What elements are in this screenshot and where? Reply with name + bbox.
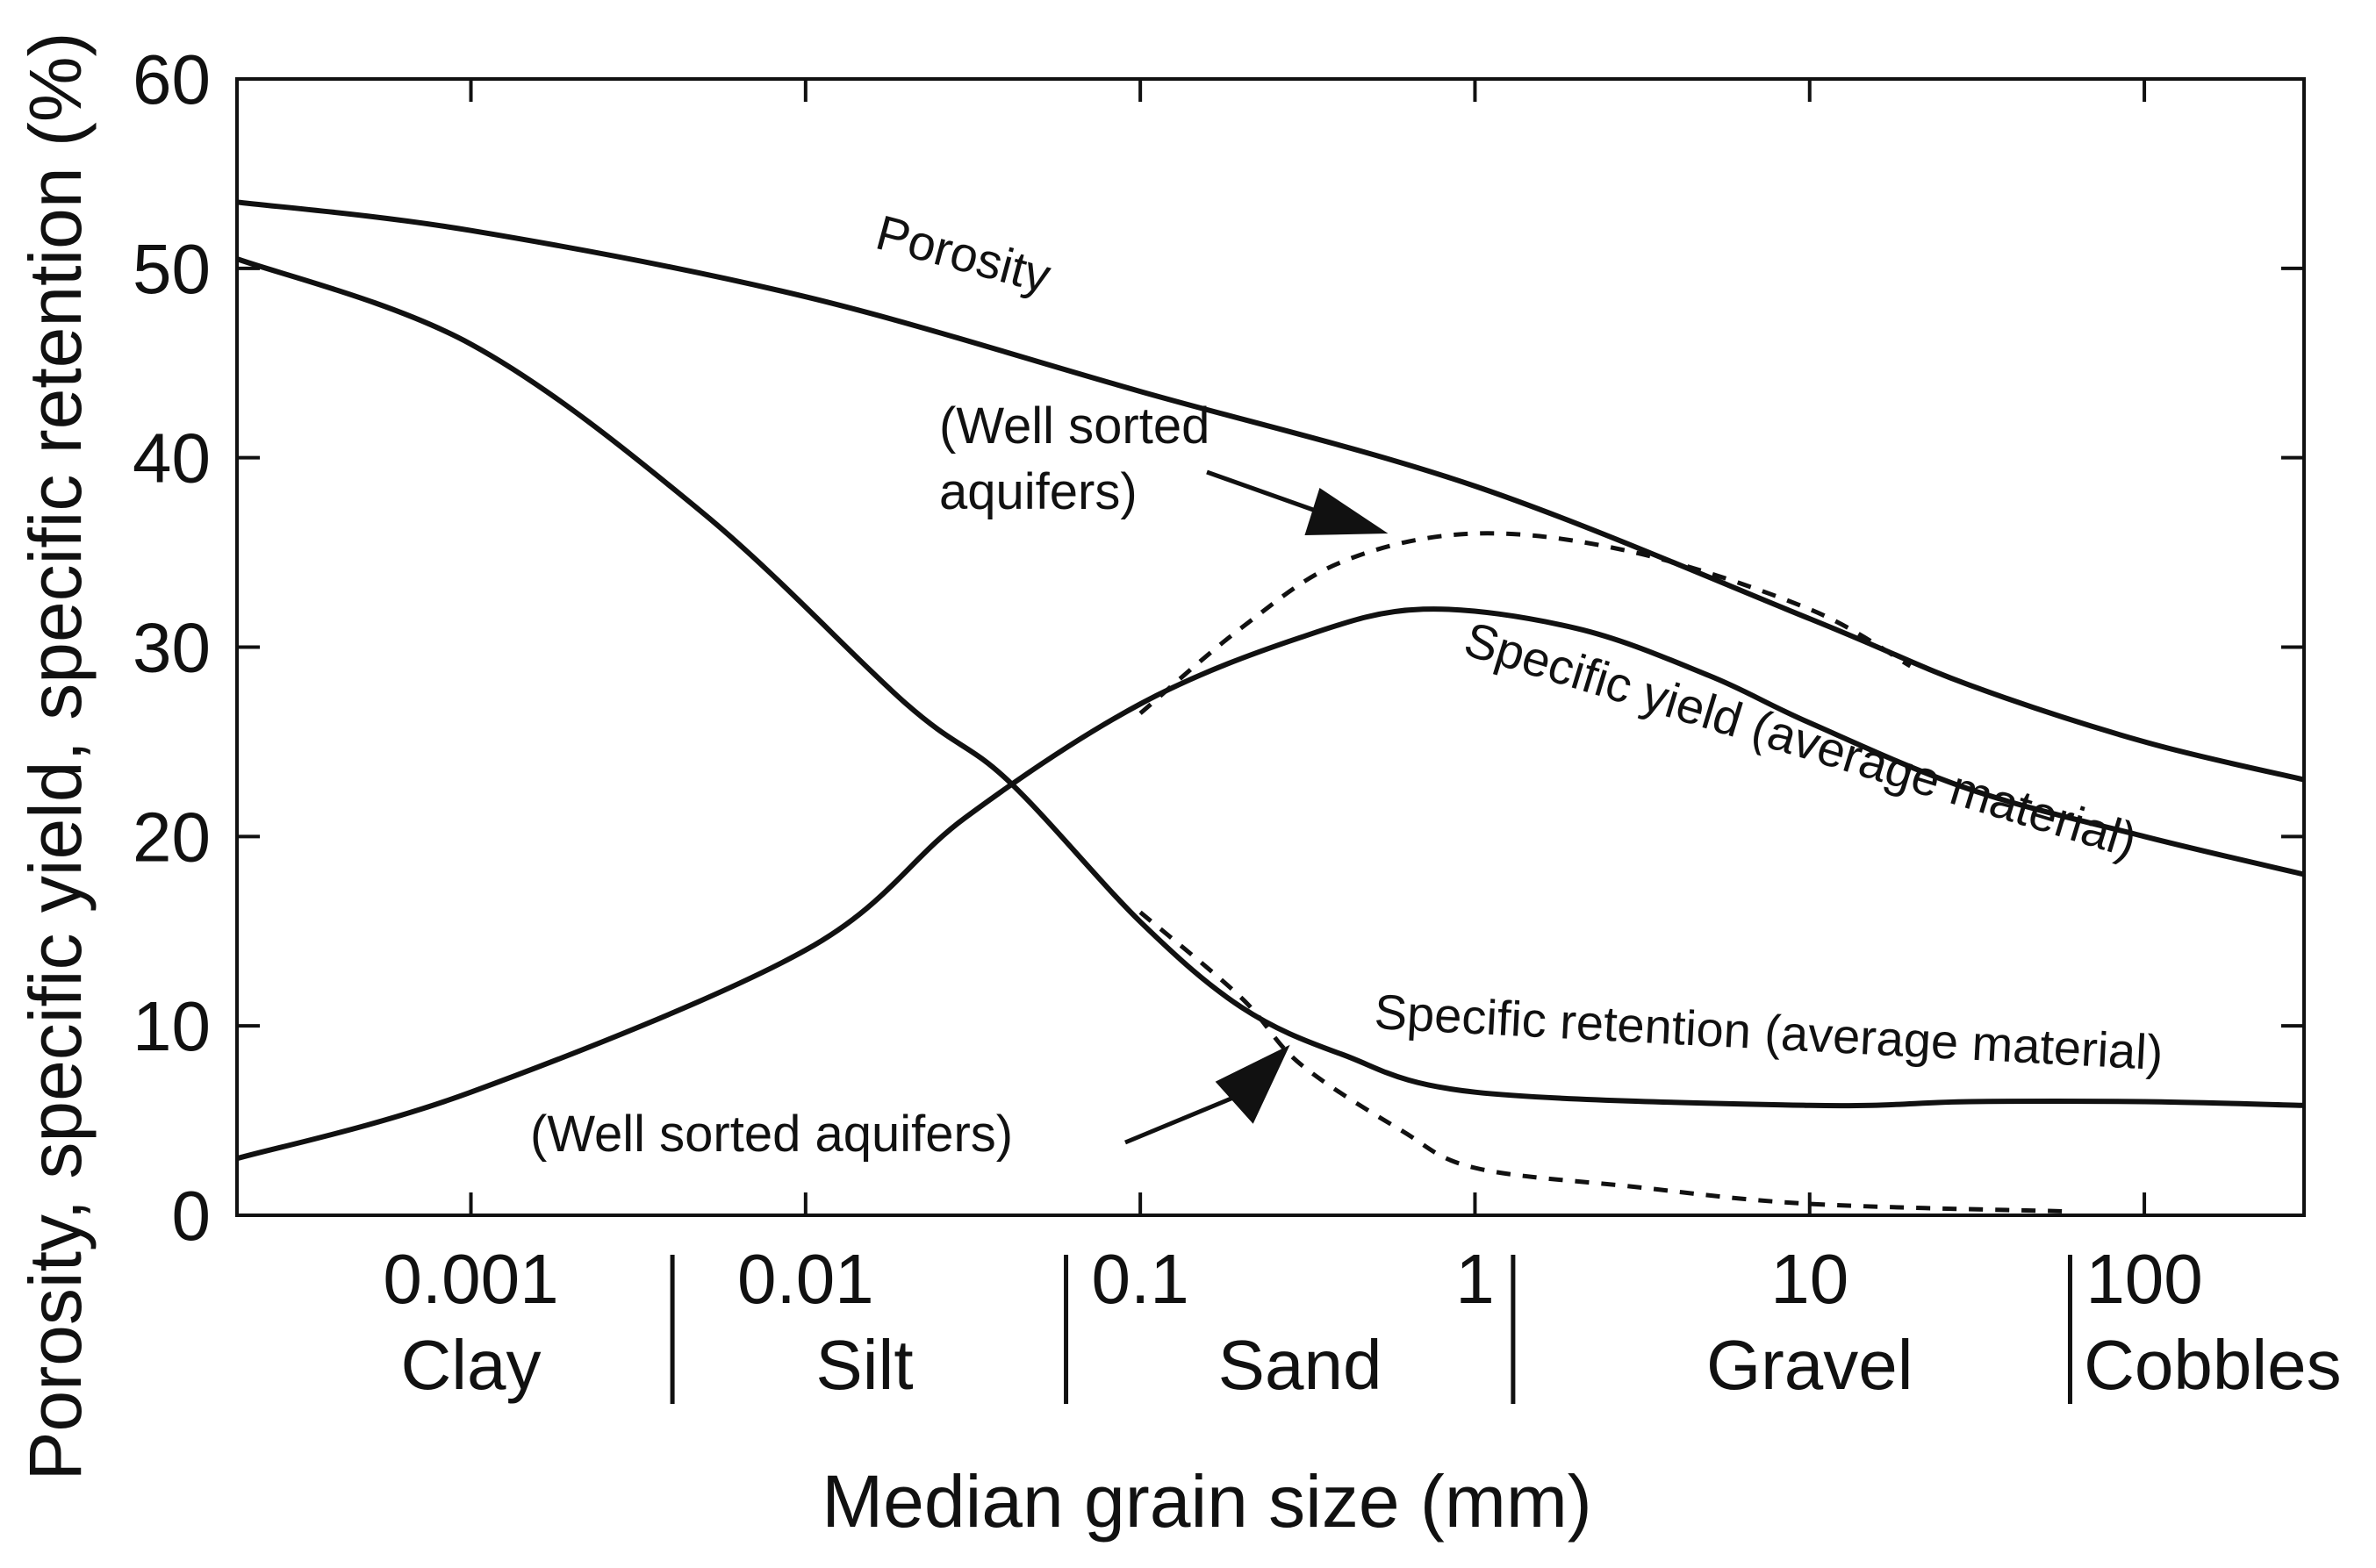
size-class-label: Cobbles bbox=[2084, 1326, 2342, 1404]
well-sorted-lower-label: (Well sorted aquifers) bbox=[530, 1106, 1013, 1163]
size-class-label: Silt bbox=[815, 1326, 913, 1404]
y-axis: 0 10 20 30 40 50 60 bbox=[133, 40, 2304, 1255]
specific-yield-label: Specific yield (average material) bbox=[1458, 611, 2143, 868]
y-tick-label: 20 bbox=[133, 798, 211, 876]
porosity-label: Porosity bbox=[871, 204, 1057, 304]
series-line-porosity bbox=[237, 199, 2304, 783]
y-tick-label: 50 bbox=[133, 230, 211, 308]
x-axis-title: Median grain size (mm) bbox=[822, 1460, 1592, 1543]
x-tick-label: 0.001 bbox=[383, 1240, 558, 1318]
well-sorted-lower-arrowhead bbox=[1215, 1044, 1290, 1124]
x-tick-label: 0.1 bbox=[1092, 1240, 1189, 1318]
x-tick-label: 0.01 bbox=[737, 1240, 874, 1318]
annotation-layer: Porosity Specific yield (average material… bbox=[530, 204, 2164, 1163]
well-sorted-upper-label-line2: aquifers) bbox=[939, 463, 1138, 520]
y-tick-label: 60 bbox=[133, 40, 211, 118]
y-tick-label: 0 bbox=[172, 1177, 212, 1255]
y-axis-title: Porosity, specific yield, specific reten… bbox=[14, 32, 97, 1480]
series-line-specific-retention-well-sorted-aquifers bbox=[1138, 910, 2071, 1214]
x-tick-label: 1 bbox=[1455, 1240, 1495, 1318]
size-class-label: Sand bbox=[1218, 1326, 1382, 1404]
size-class-label: Clay bbox=[401, 1326, 542, 1404]
well-sorted-upper-label-line1: (Well sorted bbox=[939, 397, 1210, 455]
x-axis: 0.001 0.01 0.1 1 10 100 bbox=[383, 79, 2203, 1318]
y-tick-label: 10 bbox=[133, 987, 211, 1065]
y-tick-label: 40 bbox=[133, 419, 211, 498]
series-line-specific-retention-average-material bbox=[237, 256, 2304, 1109]
series-line-specific-yield-average-material bbox=[237, 606, 2304, 1162]
x-tick-label: 10 bbox=[1770, 1240, 1848, 1318]
specific-retention-label: Specific retention (average material) bbox=[1373, 984, 2164, 1080]
size-class-label: Gravel bbox=[1706, 1326, 1913, 1404]
series-layer bbox=[237, 199, 2304, 1214]
x-tick-label: 100 bbox=[2085, 1240, 2202, 1318]
well-sorted-upper-arrowhead bbox=[1304, 488, 1389, 535]
series-line-specific-yield-well-sorted-aquifers bbox=[1138, 531, 1912, 715]
y-tick-label: 30 bbox=[133, 609, 211, 687]
size-class-labels: Clay Silt Sand Gravel Cobbles bbox=[401, 1255, 2342, 1404]
